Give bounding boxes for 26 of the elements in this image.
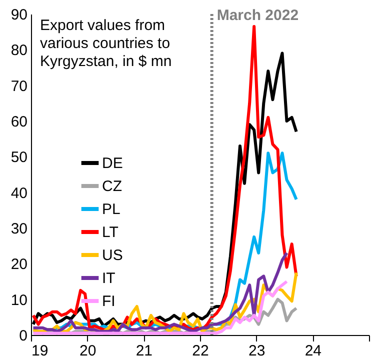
line-series bbox=[32, 251, 288, 333]
text: Export values from various countries to Kyrgyzstan, in $ mn bbox=[40, 17, 172, 70]
y-tick-label: 90 bbox=[10, 6, 28, 24]
x-tick-label: 22 bbox=[192, 342, 209, 360]
y-tick-label: 20 bbox=[10, 256, 28, 274]
y-tick-label: 0 bbox=[19, 328, 28, 344]
y-tick-label: 70 bbox=[10, 78, 28, 95]
y-tick-label: 30 bbox=[10, 220, 28, 238]
y-tick-label: 60 bbox=[10, 114, 28, 130]
y-tick-label: 80 bbox=[10, 42, 28, 60]
legend-label: PL bbox=[102, 201, 120, 218]
x-tick-label: 20 bbox=[79, 342, 96, 360]
y-tick-label: 40 bbox=[10, 184, 28, 202]
x-tick-label: 19 bbox=[32, 342, 48, 360]
legend-label: US bbox=[102, 247, 123, 264]
legend-label: DE bbox=[102, 155, 123, 172]
x-tick-label: 21 bbox=[136, 342, 153, 360]
y-tick-label: 10 bbox=[10, 292, 28, 309]
x-tick-label: 23 bbox=[248, 342, 266, 360]
x-tick-label: 24 bbox=[304, 342, 322, 360]
legend-label: CZ bbox=[102, 178, 122, 195]
legend-label: LT bbox=[102, 224, 118, 241]
legend-label: FI bbox=[102, 293, 116, 310]
legend-label: IT bbox=[102, 270, 116, 287]
ref-line-label: March 2022 bbox=[216, 7, 299, 24]
y-tick-label: 50 bbox=[10, 149, 28, 166]
